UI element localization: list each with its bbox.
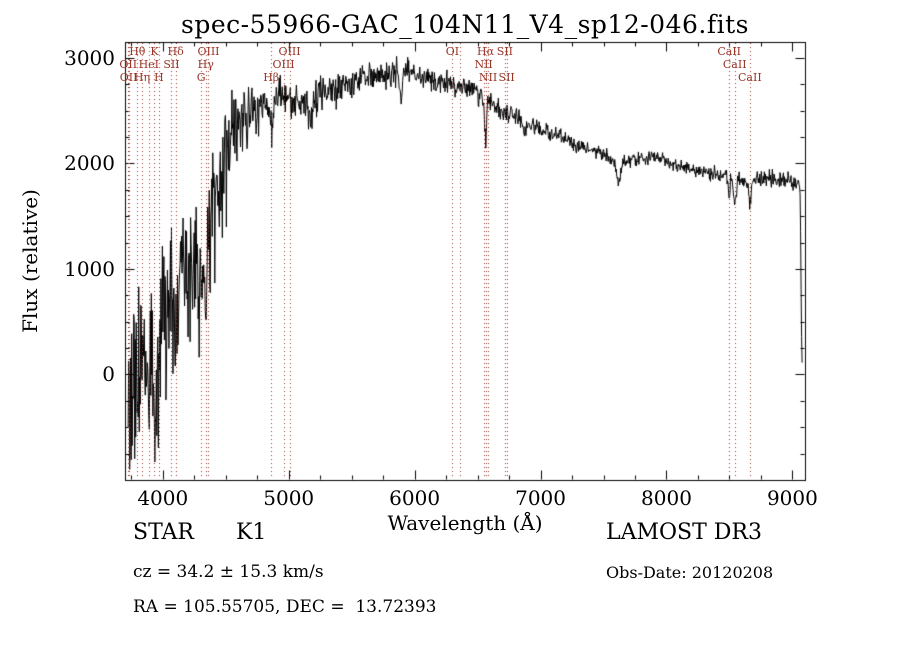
x-tick-label: 8000 [641, 486, 692, 510]
y-tick-label: 0 [102, 362, 115, 387]
spectral-line-label: Hγ [197, 58, 214, 71]
y-tick-label: 2000 [64, 151, 115, 176]
spectral-line-label: Hβ [263, 71, 280, 84]
y-tick-label: 3000 [64, 45, 115, 70]
survey-text: LAMOST DR3 [606, 520, 762, 545]
obs-date-text: Obs-Date: 20120208 [606, 563, 774, 582]
spectral-line-label: Hη [133, 71, 151, 84]
x-tick-label: 4000 [137, 486, 189, 510]
x-tick-label: 7000 [515, 486, 566, 510]
spectral-line-label: SII [163, 58, 180, 71]
spectral-line-label: Hθ [129, 45, 146, 58]
spectral-line-label: CaII [738, 71, 762, 84]
spectral-line-label: Hδ [167, 45, 184, 58]
spectral-line-label: OIII [278, 45, 301, 58]
spectral-line-label: OII [119, 58, 138, 71]
spectral-line-label: OII [119, 71, 138, 84]
object-class-text: STAR K1 [133, 520, 267, 545]
spectral-line-label: HeI [138, 58, 160, 71]
spectral-line-label: NII [474, 58, 493, 71]
spectral-line-label: CaII [722, 58, 747, 71]
ra-dec-text: RA = 105.55705, DEC = 13.72393 [133, 597, 437, 617]
y-tick-label: 1000 [64, 256, 115, 281]
spectral-line-label: OIII [197, 45, 220, 58]
spectral-line-label: OIII [272, 58, 295, 71]
x-tick-label: 6000 [389, 486, 441, 510]
spectral-line-label: CaII [717, 45, 742, 58]
spectral-line-label: H [154, 71, 164, 84]
spectral-line-label: Hα [477, 45, 495, 58]
spectral-line-label: NII [478, 71, 498, 84]
plot-title: spec-55966-GAC_104N11_V4_sp12-046.fits [181, 10, 749, 39]
spectral-line-label: SII [498, 71, 515, 84]
spectral-line-label: SII [496, 45, 514, 58]
spectral-line-label: OI [445, 45, 460, 58]
x-tick-label: 9000 [766, 486, 818, 510]
spectral-line-label: G [196, 71, 206, 84]
x-axis-label: Wavelength (Å) [387, 511, 543, 535]
spectral-line-label: K [150, 45, 159, 58]
cz-text: cz = 34.2 ± 15.3 km/s [133, 562, 324, 582]
x-tick-label: 5000 [263, 486, 315, 510]
